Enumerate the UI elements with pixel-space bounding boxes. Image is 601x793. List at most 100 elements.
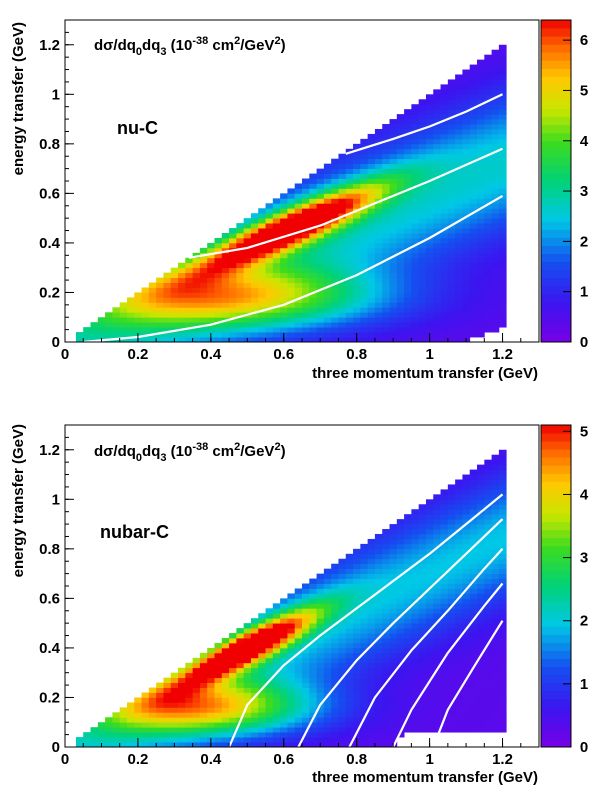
heatmap-cell xyxy=(323,712,332,718)
heatmap-cell xyxy=(134,732,142,738)
heatmap-cell xyxy=(462,317,471,323)
heatmap-cell xyxy=(425,702,434,708)
heatmap-cells xyxy=(75,449,507,748)
heatmap-cell xyxy=(280,717,288,723)
heatmap-cell xyxy=(498,454,507,461)
heatmap-cell xyxy=(316,267,325,274)
heatmap-cell xyxy=(229,672,237,679)
heatmap-cell xyxy=(462,682,471,688)
heatmap-cell xyxy=(433,89,441,95)
heatmap-cell xyxy=(272,317,281,323)
heatmap-cell xyxy=(440,642,449,649)
heatmap-cell xyxy=(272,332,281,338)
heatmap-cell xyxy=(170,317,179,323)
heatmap-cell xyxy=(112,727,121,733)
heatmap-cell xyxy=(302,193,310,199)
heatmap-cell xyxy=(178,277,186,283)
heatmap-cell xyxy=(498,198,507,204)
heatmap-cell xyxy=(250,623,259,629)
heatmap-cell xyxy=(236,262,245,269)
colorbar-band xyxy=(541,333,571,343)
heatmap-cell xyxy=(105,737,113,743)
heatmap-cell xyxy=(374,578,383,584)
heatmap-cell xyxy=(425,104,434,110)
heatmap-cell xyxy=(491,677,500,683)
heatmap-cell xyxy=(199,302,208,308)
heatmap-cell xyxy=(229,322,237,328)
heatmap-cell xyxy=(170,722,179,728)
heatmap-cell xyxy=(309,667,317,674)
heatmap-cell xyxy=(156,297,164,303)
heatmap-cell xyxy=(112,722,121,728)
heatmap-cell xyxy=(469,593,478,599)
heatmap-cell xyxy=(156,742,164,748)
heatmap-cell xyxy=(382,223,390,229)
heatmap-cell xyxy=(353,712,361,718)
heatmap-cell xyxy=(374,717,383,723)
heatmap-cell xyxy=(367,603,376,609)
heatmap-cell xyxy=(462,538,471,545)
heatmap-cell xyxy=(425,563,434,570)
heatmap-cell xyxy=(338,292,347,298)
heatmap-cell xyxy=(404,173,412,179)
heatmap-cell xyxy=(338,638,347,644)
heatmap-cell xyxy=(498,449,507,456)
heatmap-cell xyxy=(440,593,449,599)
heatmap-cell xyxy=(469,727,478,733)
heatmap-cell xyxy=(163,732,172,738)
heatmap-cell xyxy=(185,317,194,323)
heatmap-cell xyxy=(207,297,215,303)
heatmap-cell xyxy=(425,667,434,674)
heatmap-cell xyxy=(353,327,361,333)
heatmap-cell xyxy=(323,657,332,664)
heatmap-cell xyxy=(396,297,405,303)
heatmap-cell xyxy=(192,292,201,298)
heatmap-cell xyxy=(229,292,237,298)
heatmap-cell xyxy=(498,163,507,170)
heatmap-cell xyxy=(331,662,339,669)
heatmap-cell xyxy=(491,193,500,199)
heatmap-cell xyxy=(280,218,288,224)
colorbar-band xyxy=(541,505,571,515)
heatmap-cell xyxy=(236,677,245,683)
heatmap-cell xyxy=(469,173,478,179)
heatmap-cell xyxy=(484,682,492,688)
heatmap-cell xyxy=(170,692,179,698)
heatmap-cell xyxy=(272,667,281,674)
heatmap-cell xyxy=(250,638,259,644)
heatmap-cell xyxy=(287,218,296,224)
heatmap-cell xyxy=(382,548,390,555)
heatmap-cell xyxy=(331,277,339,283)
heatmap-cell xyxy=(323,307,332,313)
heatmap-cell xyxy=(462,133,471,140)
heatmap-cell xyxy=(447,618,456,624)
heatmap-cell xyxy=(440,297,449,303)
heatmap-cell xyxy=(309,702,317,708)
heatmap-cell xyxy=(462,613,471,619)
heatmap-cell xyxy=(455,109,463,115)
heatmap-cell xyxy=(440,307,449,313)
heatmap-cell xyxy=(455,633,463,639)
heatmap-cell xyxy=(265,638,274,644)
heatmap-cell xyxy=(374,208,383,214)
heatmap-cell xyxy=(272,233,281,239)
heatmap-cell xyxy=(447,138,456,145)
heatmap-cell xyxy=(455,153,463,160)
heatmap-cell xyxy=(323,652,332,659)
heatmap-cell xyxy=(170,707,179,713)
heatmap-cell xyxy=(418,568,427,575)
heatmap-cell xyxy=(287,702,296,708)
heatmap-cell xyxy=(338,252,347,259)
heatmap-cell xyxy=(287,292,296,298)
heatmap-cell xyxy=(382,707,390,713)
heatmap-cell xyxy=(469,307,478,313)
heatmap-cell xyxy=(469,312,478,318)
heatmap-cell xyxy=(360,638,369,644)
heatmap-cell xyxy=(265,672,274,679)
x-tick-label: 0.8 xyxy=(346,346,367,363)
heatmap-cell xyxy=(178,332,186,338)
heatmap-cell xyxy=(345,662,354,669)
heatmap-cell xyxy=(498,262,507,269)
heatmap-cell xyxy=(250,707,259,713)
